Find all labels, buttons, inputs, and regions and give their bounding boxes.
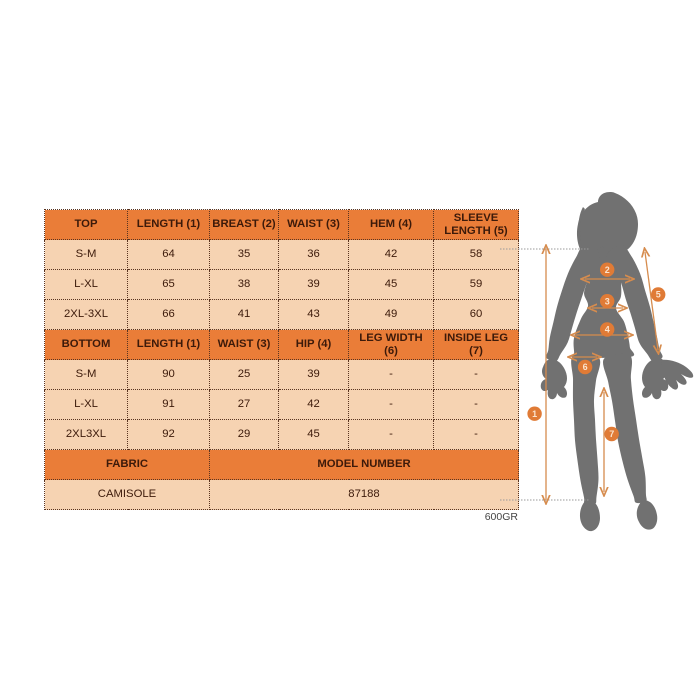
- svg-text:5: 5: [656, 290, 661, 300]
- svg-text:4: 4: [605, 325, 610, 335]
- svg-text:7: 7: [609, 429, 614, 439]
- svg-text:6: 6: [583, 362, 588, 372]
- svg-text:2: 2: [605, 265, 610, 275]
- svg-text:3: 3: [605, 296, 610, 306]
- svg-text:1: 1: [532, 409, 537, 419]
